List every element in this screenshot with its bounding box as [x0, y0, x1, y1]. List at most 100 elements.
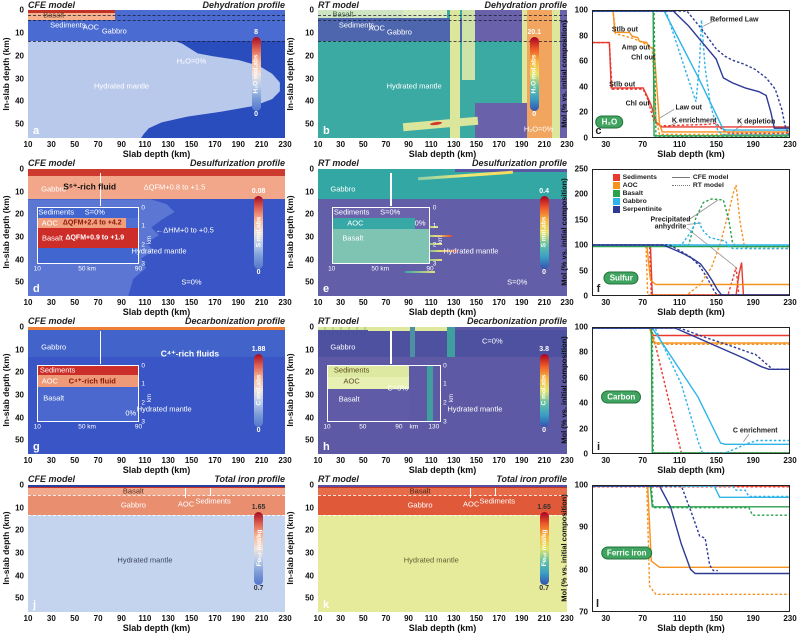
inset-pointer-arrow — [390, 172, 392, 206]
panel-letter: h — [323, 441, 330, 453]
y-tick-label: 150 — [574, 215, 588, 225]
series-serpentinite-cfe — [593, 245, 789, 295]
ylabel-gh-shared: In-slab depth (km) — [285, 353, 295, 427]
model-title-b: RT model — [318, 0, 359, 10]
y-tick-label: 50 — [305, 435, 314, 445]
xlabel-a: Slab depth (km) — [122, 149, 191, 159]
profile-title-a: Dehydration profile — [202, 0, 285, 10]
profile-title-b: Dehydration profile — [484, 0, 567, 10]
x-tick-label: 90 — [117, 140, 126, 149]
y-tick-label: 0 — [19, 322, 24, 332]
panel-j-iron-cfe: 1.65 Feₜₒₜ mol/kg 0.7 j Basalt Gabbro AOC S… — [28, 485, 285, 612]
colorbar-label: C mol.abs — [255, 374, 263, 407]
model-title-e: RT model — [318, 158, 359, 168]
inset-pointer-arrow — [99, 172, 102, 206]
leader-line — [687, 228, 736, 268]
xlabel-c: Slab depth (km) — [657, 149, 725, 159]
x-ticks-j: 10 30 50 70 90 110 130 150 170 190 210 230 — [24, 614, 292, 624]
colorbar-max: 1.65 — [251, 504, 266, 512]
legend: Sediments AOC Basalt Gabbro Serpentinite CFE … — [612, 173, 729, 213]
sediments-aoc-band — [28, 13, 116, 21]
legend-item: Serpentinite — [612, 205, 662, 213]
x-tick-label: 210 — [254, 456, 269, 465]
colorbar-gradient: S mol.abs — [254, 196, 264, 269]
x-tick-label: 110 — [424, 614, 438, 623]
y-ticks-f: 0 50 100 150 200 250 — [570, 165, 590, 301]
map-label: 0 — [443, 362, 447, 370]
series-gabbro-rt — [593, 11, 789, 134]
y-tick-label: 40 — [15, 413, 24, 423]
legend-label: CFE model — [692, 173, 729, 181]
x-tick-label: 130 — [161, 298, 175, 307]
sediment-stripe — [28, 485, 285, 489]
y-tick-label: 20 — [15, 209, 24, 219]
xlabel-b: Slab depth (km) — [408, 149, 477, 159]
inset-aoc-band — [332, 218, 415, 230]
x-tick-label: 230 — [278, 614, 292, 623]
colorbar-label: Feₜₒₜ mol/kg — [255, 530, 263, 567]
map-label: Gabbro — [120, 500, 146, 510]
x-tick-label: 110 — [138, 456, 152, 465]
map-label: S=0% — [84, 207, 105, 217]
series-sediments-rt — [593, 328, 789, 453]
map-label: 130 — [428, 423, 440, 431]
map-label: Basalt — [41, 233, 63, 243]
map-label: Sediments — [38, 207, 74, 217]
colorbar-min: 0 — [254, 110, 258, 118]
map-label: 1 — [432, 222, 437, 230]
legend-item: Gabbro — [612, 197, 662, 205]
x-tick-label: 110 — [138, 614, 152, 623]
fluid-band-edge-2 — [552, 10, 560, 138]
panel-letter: g — [33, 441, 40, 453]
colorbar-max: 3.8 — [539, 346, 549, 354]
x-tick-label: 230 — [560, 614, 574, 623]
map-label: km — [147, 236, 154, 245]
colorbar-min: 0 — [532, 110, 537, 118]
x-tick-label: 110 — [424, 140, 438, 149]
panel-letter: a — [33, 125, 40, 137]
y-tick-label: 30 — [15, 74, 24, 84]
x-tick-label: 130 — [447, 298, 461, 307]
chart-annotation: C enrichment — [732, 427, 778, 434]
aoc-pointer-line — [184, 488, 186, 499]
colorbar-gradient: C mol.abs — [254, 354, 264, 427]
layer-boundary-dashed — [318, 495, 567, 497]
x-tick-label: 210 — [537, 456, 552, 465]
y-ticks-d: 0 10 20 30 40 50 — [6, 165, 26, 296]
dry-region-bottom — [474, 103, 528, 138]
x-tick-label: 130 — [161, 456, 175, 465]
x-tick-label: 110 — [673, 614, 686, 623]
chart-annotation: Stlb out — [609, 81, 636, 89]
map-label: Basalt — [43, 393, 65, 403]
map-label: Sediments — [338, 20, 375, 30]
map-label: Sediments — [195, 496, 231, 506]
gabbro-band — [318, 169, 567, 200]
x-tick-label: 190 — [746, 140, 760, 149]
x-tick-label: 150 — [184, 140, 199, 149]
panel-e-desulfurization-rt: 0.4 S mol.abs 0 e Gabbro Hydrated mantle S… — [318, 169, 567, 296]
map-label: Gabbro — [330, 342, 356, 352]
profile-title-e: Desulfurization profile — [471, 158, 567, 168]
panel-i-carbon-chart: C enrichment Carbon i — [592, 327, 790, 454]
x-tick-label: 30 — [601, 456, 611, 465]
map-label: 50 km — [78, 423, 96, 431]
map-label: 2 — [141, 241, 145, 249]
profile-title-k: Total iron profile — [496, 474, 567, 484]
legend-line-sample — [671, 176, 690, 178]
x-tick-label: 110 — [424, 298, 438, 307]
colorbar: 1.65 Feₜₒₜ mol/kg 0.7 — [252, 504, 266, 593]
x-tick-label: 230 — [278, 298, 292, 307]
x-tick-label: 190 — [231, 614, 245, 623]
colorbar-label: H₂O mol.abs — [252, 54, 260, 94]
legend-label: AOC — [622, 181, 638, 189]
xlabel-f: Slab depth (km) — [657, 307, 725, 317]
colorbar: 1.88 C mol.abs 0 — [252, 346, 266, 435]
x-tick-label: 170 — [208, 140, 222, 149]
map-label: 50 — [359, 423, 367, 431]
chart-annotation: Law out — [675, 104, 702, 112]
basalt-stripe — [318, 10, 403, 18]
panel-a-dehydration-cfe: 8 H₂O mol.abs 0 a Basalt Sediments AOC Gabb… — [28, 10, 285, 138]
y-tick-label: 80 — [579, 31, 588, 41]
dehydration-front-band-2 — [462, 10, 475, 81]
